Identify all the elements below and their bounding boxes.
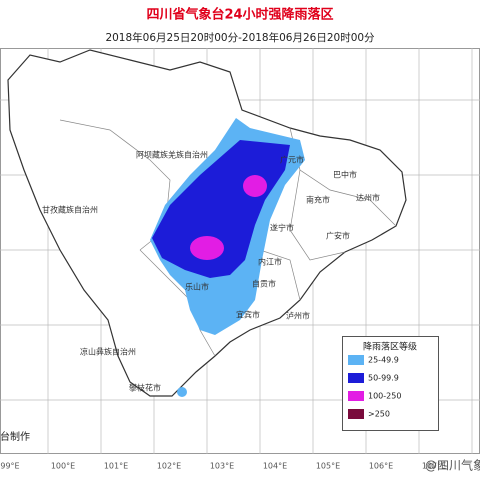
credit: 台制作 bbox=[0, 430, 30, 443]
legend-swatch bbox=[348, 355, 364, 365]
watermark: @四川气象 bbox=[425, 458, 480, 473]
place-label: 宜宾市 bbox=[236, 310, 260, 320]
place-label: 自贡市 bbox=[252, 279, 276, 289]
rain-spot bbox=[177, 387, 187, 397]
rain-area-heavy bbox=[152, 140, 290, 278]
place-label: 广安市 bbox=[326, 231, 350, 241]
place-label: 乐山市 bbox=[185, 282, 209, 292]
legend-label: 100-250 bbox=[368, 392, 401, 401]
place-label: 南充市 bbox=[306, 195, 330, 205]
place-label: 凉山彝族自治州 bbox=[80, 347, 136, 357]
longitude-label: 105°E bbox=[316, 462, 340, 471]
longitude-labels: 99°E 100°E 101°E 102°E 103°E 104°E 105°E 106°E 1… bbox=[0, 462, 446, 471]
longitude-label: 103°E bbox=[210, 462, 234, 471]
place-label: 遂宁市 bbox=[270, 223, 294, 233]
place-label: 阿坝藏族羌族自治州 bbox=[136, 150, 208, 160]
legend-label: 25-49.9 bbox=[368, 356, 399, 365]
longitude-label: 99°E bbox=[0, 462, 19, 471]
place-label: 达州市 bbox=[356, 193, 380, 203]
longitude-label: 107°E bbox=[422, 462, 446, 471]
legend-swatch bbox=[348, 373, 364, 383]
legend: 降雨落区等级 25-49.9 50-99.9 100-250 >250 bbox=[342, 336, 439, 431]
longitude-label: 100°E bbox=[51, 462, 75, 471]
city-borders bbox=[59, 119, 397, 357]
longitude-label: 104°E bbox=[263, 462, 287, 471]
legend-label: 50-99.9 bbox=[368, 374, 399, 383]
longitude-label: 102°E bbox=[157, 462, 181, 471]
legend-label: >250 bbox=[368, 410, 390, 419]
legend-swatch bbox=[348, 391, 364, 401]
place-label: 广元市 bbox=[280, 155, 304, 165]
place-label: 攀枝花市 bbox=[129, 383, 161, 393]
place-label: 泸州市 bbox=[286, 311, 310, 321]
longitude-label: 101°E bbox=[104, 462, 128, 471]
rain-area-storm bbox=[243, 175, 267, 197]
title: 四川省气象台24小时强降雨落区 bbox=[146, 7, 333, 23]
longitude-label: 106°E bbox=[369, 462, 393, 471]
place-label: 甘孜藏族自治州 bbox=[42, 205, 98, 215]
place-label: 巴中市 bbox=[333, 170, 357, 180]
legend-swatch bbox=[348, 409, 364, 419]
legend-title: 降雨落区等级 bbox=[363, 341, 417, 353]
rain-area-storm bbox=[190, 236, 224, 260]
place-label: 内江市 bbox=[258, 257, 282, 267]
subtitle: 2018年06月25日20时00分-2018年06月26日20时00分 bbox=[105, 31, 375, 44]
